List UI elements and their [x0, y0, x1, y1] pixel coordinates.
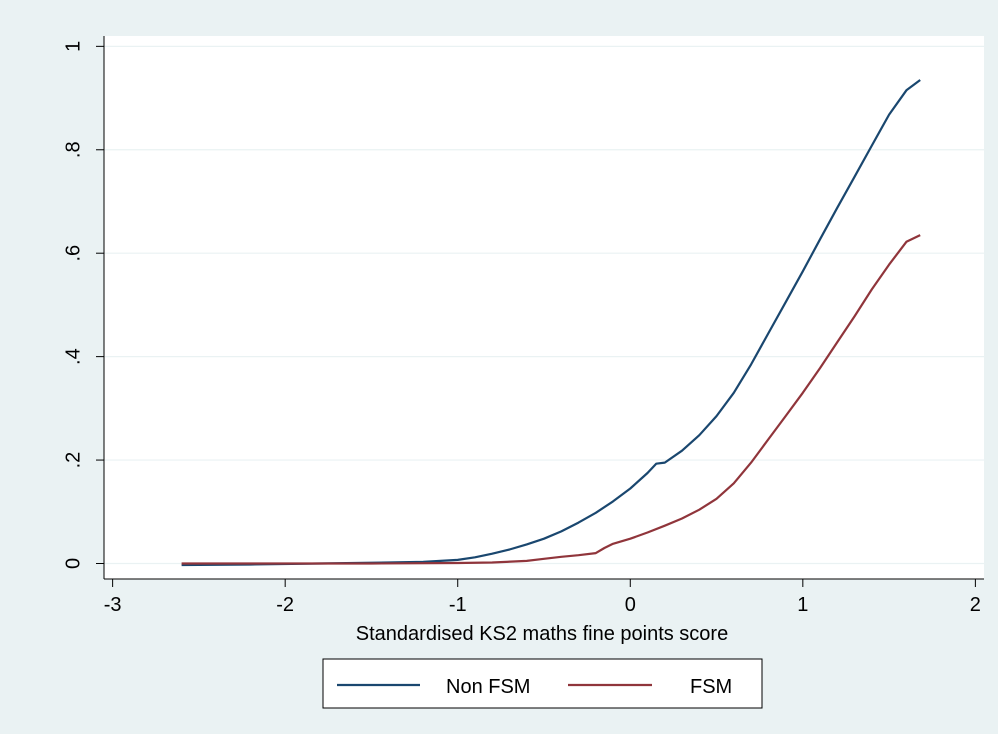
x-tick-label: 1: [797, 594, 808, 616]
series-line-non-fsm: [181, 79, 921, 567]
x-tick-label: 0: [625, 594, 636, 616]
y-tick-label: .4: [62, 348, 84, 365]
y-tick-label: 1: [62, 41, 84, 52]
legend-label-fsm: FSM: [690, 676, 732, 698]
y-tick-label: .2: [62, 452, 84, 469]
series-line-fsm: [181, 234, 921, 565]
legend-label-non-fsm: Non FSM: [446, 676, 530, 698]
y-tick-label: .8: [62, 141, 84, 158]
x-tick-label: -2: [276, 594, 294, 616]
y-tick-label: .6: [62, 245, 84, 262]
plot-area: [104, 36, 984, 579]
y-tick-label: 0: [62, 558, 84, 569]
axes: 0 .2 .4 .6 .8 1 -3 -2 -1 0 1 2: [62, 36, 984, 616]
x-tick-label: -1: [449, 594, 467, 616]
series-lines: [181, 79, 921, 567]
x-axis-label: Standardised KS2 maths fine points score: [356, 623, 728, 645]
x-tick-label: 2: [970, 594, 981, 616]
x-tick-label: -3: [104, 594, 122, 616]
legend-box: [322, 658, 763, 709]
legend: Non FSM FSM: [322, 658, 763, 709]
